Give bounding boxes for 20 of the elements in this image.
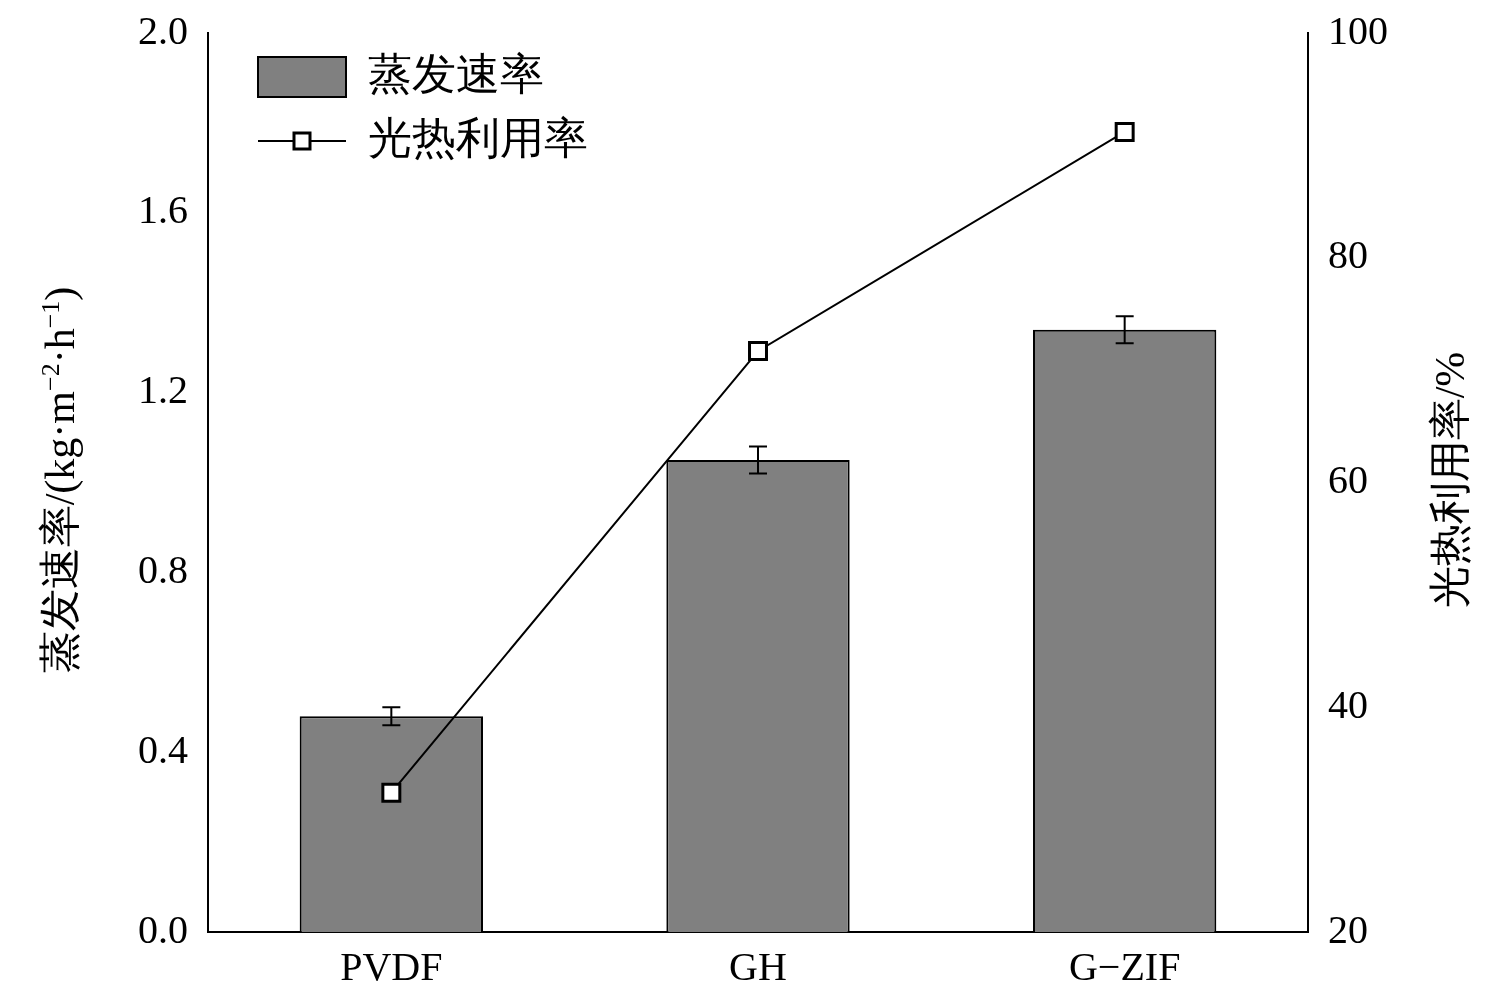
point xyxy=(1114,121,1135,142)
x-tick-label: GH xyxy=(729,943,787,989)
y2-tick-label: 20 xyxy=(1328,906,1368,952)
y2-tick-label: 100 xyxy=(1328,7,1388,53)
x-tick-label: G−ZIF xyxy=(1068,943,1181,989)
point xyxy=(381,782,402,803)
y-tick-label: 0.4 xyxy=(138,726,188,772)
y2-tick-label: 60 xyxy=(1328,457,1368,502)
y-tick-label: 2.0 xyxy=(138,7,188,53)
y-tick-label: 0.0 xyxy=(138,906,188,952)
legend-label: 蒸发速率 xyxy=(368,49,544,99)
point xyxy=(748,341,768,362)
y-tick-label: 0.8 xyxy=(138,546,188,592)
y2-tick-label: 80 xyxy=(1328,232,1368,278)
legend-label: 光热利用率 xyxy=(368,113,588,163)
y2-tick-label: 40 xyxy=(1328,681,1368,727)
y-tick-label: 1.6 xyxy=(138,187,188,233)
x-tick-label: PVDF xyxy=(340,943,443,989)
y-tick-label: 1.2 xyxy=(138,367,188,413)
y2-axis-title: 光热利用率/% xyxy=(1426,351,1474,609)
